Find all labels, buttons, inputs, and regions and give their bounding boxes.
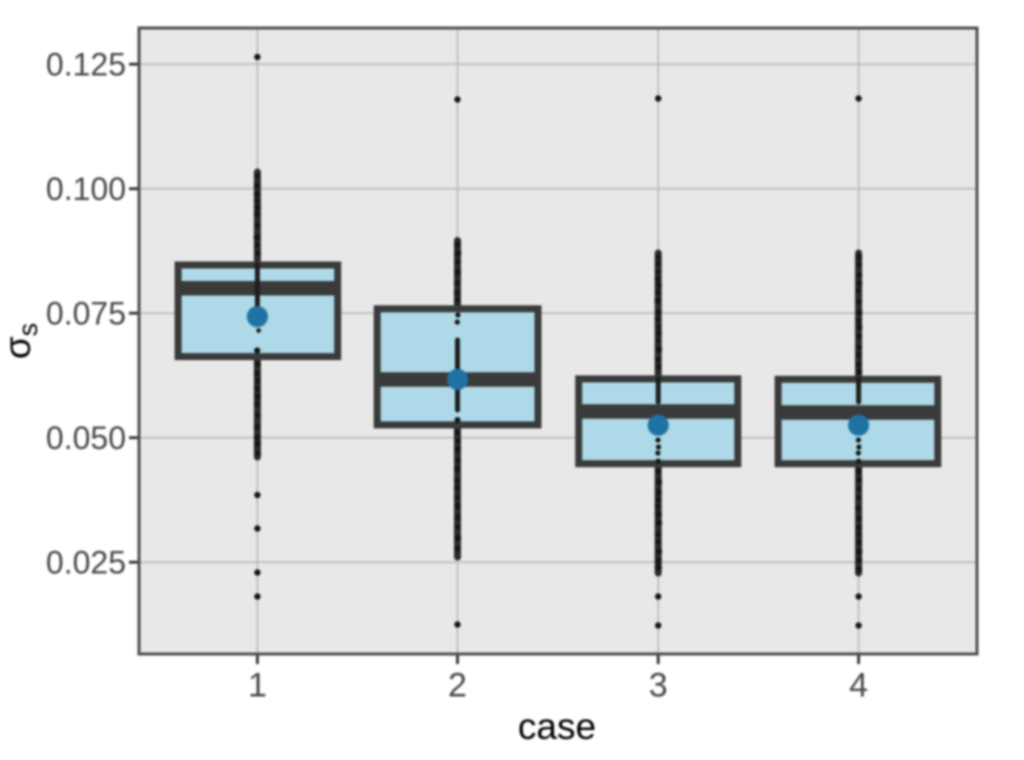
svg-text:0.050: 0.050 <box>46 420 126 456</box>
svg-text:2: 2 <box>448 667 467 705</box>
svg-text:1: 1 <box>248 667 267 705</box>
svg-text:0.075: 0.075 <box>46 296 126 332</box>
svg-text:0.125: 0.125 <box>46 47 126 83</box>
svg-text:3: 3 <box>649 667 668 705</box>
svg-text:0.100: 0.100 <box>46 171 126 207</box>
svg-text:case: case <box>518 706 596 747</box>
svg-text:0.025: 0.025 <box>46 545 126 581</box>
svg-text:4: 4 <box>849 667 868 705</box>
